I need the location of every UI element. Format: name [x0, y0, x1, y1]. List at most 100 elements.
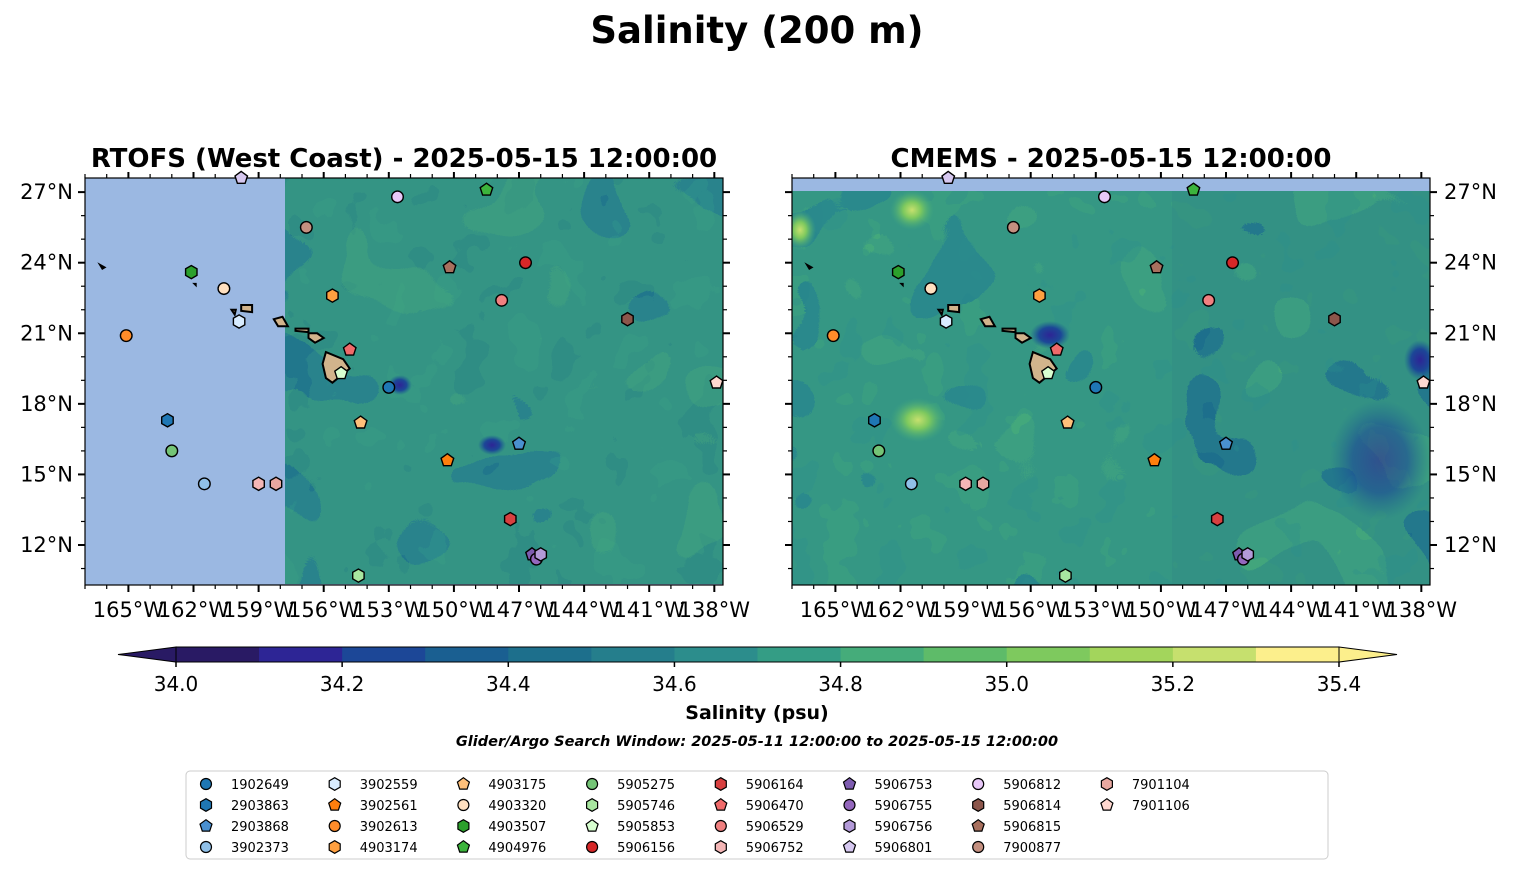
panel-title-cmems: CMEMS - 2025-05-15 12:00:00 [891, 144, 1332, 174]
x-tick-label: 153°W [353, 598, 425, 622]
colorbar: 34.0 34.2 34.4 34.6 34.8 35.0 35.2 35.4 [117, 646, 1398, 696]
legend-marker-4903175 [456, 776, 471, 790]
legend-label: 5905275 [617, 778, 675, 793]
colorbar-segment [508, 647, 592, 662]
colorbar-label: Salinity (psu) [685, 702, 828, 724]
x-tick-label: 138°W [1386, 598, 1458, 622]
float-marker-5905275 [872, 444, 886, 458]
colorbar-tick-label: 34.6 [652, 672, 697, 696]
colorbar-tick-label: 35.0 [984, 672, 1029, 696]
legend-marker-3902561 [327, 797, 342, 811]
colorbar-segment [342, 647, 426, 662]
float-markers-cmems [826, 170, 1431, 584]
legend-marker-7901106 [1100, 797, 1114, 811]
legend-marker-5906164 [714, 777, 727, 791]
legend-marker-5905853 [585, 818, 599, 832]
x-tick-label: 165°W [93, 598, 165, 622]
legend-frame [185, 770, 1329, 860]
legend-marker-5906753 [842, 776, 857, 790]
float-marker-1902649 [1089, 380, 1103, 394]
float-marker-4903320 [924, 282, 938, 296]
float-marker-7901104 [976, 476, 990, 492]
x-tick-label: 162°W [865, 598, 937, 622]
legend-label: 5906812 [1003, 778, 1061, 793]
island-molokai [294, 327, 310, 334]
y-tick-label: 15°N [20, 462, 73, 486]
x-tick-label: 156°W [288, 598, 360, 622]
float-marker-1902649 [382, 380, 396, 394]
panel-rtofs: RTOFS (West Coast) - 2025-05-15 12:00:00… [20, 144, 750, 622]
island-nihoa [899, 282, 904, 288]
colorbar-segment [674, 647, 758, 662]
legend-label: 5906164 [746, 778, 804, 793]
float-marker-5906812 [1097, 190, 1111, 204]
float-marker-3902373 [197, 477, 211, 491]
float-marker-5905853 [1040, 365, 1056, 380]
legend-label: 4903175 [488, 778, 546, 793]
float-marker-5906812 [390, 190, 404, 204]
x-tick-label: 144°W [548, 598, 620, 622]
float-marker-5906529 [495, 293, 509, 307]
float-marker-5906756 [1241, 546, 1255, 562]
y-tick-label: 12°N [20, 533, 73, 557]
float-marker-4903507 [184, 264, 198, 280]
legend-label: 5906529 [746, 820, 804, 835]
legend-label: 5906753 [875, 778, 933, 793]
legend-label: 4903174 [360, 841, 418, 856]
float-marker-3902613 [826, 329, 840, 343]
legend-marker-3902559 [328, 777, 341, 791]
y-tick-label: 27°N [20, 180, 73, 204]
float-marker-4904976 [479, 182, 494, 196]
y-tick-label: 18°N [1444, 392, 1497, 416]
legend-label: 2903863 [231, 799, 289, 814]
float-marker-4903175 [1060, 415, 1075, 429]
island-maui [1014, 332, 1033, 344]
legend-marker-5906812 [972, 777, 985, 791]
legend-label: 1902649 [231, 778, 289, 793]
island-niihau [229, 308, 238, 317]
float-marker-7901106 [709, 375, 724, 389]
island-niihau [936, 308, 945, 317]
float-marker-5906164 [503, 511, 517, 527]
float-marker-2903868 [511, 436, 527, 450]
legend-marker-7900877 [972, 840, 985, 854]
panel-cmems: CMEMS - 2025-05-15 12:00:00 165°W162°W15… [785, 144, 1497, 622]
colorbar-segment [1255, 647, 1340, 662]
colorbar-frame [175, 646, 1340, 663]
legend-label: 4903507 [488, 820, 546, 835]
legend-label: 5906801 [875, 841, 933, 856]
float-marker-5905746 [1058, 568, 1072, 584]
x-tick-label: 156°W [995, 598, 1067, 622]
island-oahu [272, 315, 290, 328]
island-hawaii-big-island [1028, 350, 1059, 384]
float-marker-5905746 [352, 568, 365, 584]
colorbar-tick-label: 34.2 [320, 672, 365, 696]
legend-label: 4903320 [488, 799, 546, 814]
x-tick-label: 159°W [930, 598, 1002, 622]
legend-marker-5906752 [714, 840, 727, 854]
map-area-rtofs [85, 178, 723, 585]
colorbar-tick-label: 34.8 [818, 672, 863, 696]
legend-label: 3902559 [360, 778, 418, 793]
float-marker-5906801 [941, 170, 956, 185]
legend-label: 3902613 [360, 820, 418, 835]
x-tick-label: 144°W [1255, 598, 1327, 622]
colorbar-tick-label: 35.4 [1317, 672, 1362, 696]
y-tick-label: 18°N [20, 392, 73, 416]
colorbar-segment [425, 647, 509, 662]
float-marker-5906814 [621, 311, 634, 327]
map-area-cmems [792, 178, 1430, 585]
x-tick-label: 147°W [483, 598, 555, 622]
float-marker-2903868 [1218, 436, 1234, 450]
legend-label: 7900877 [1003, 841, 1061, 856]
y-tick-label: 24°N [20, 251, 73, 275]
legend-marker-4903507 [457, 819, 470, 833]
search-window-caption: Glider/Argo Search Window: 2025-05-11 12… [456, 734, 1058, 750]
float-marker-5906156 [1226, 256, 1240, 270]
colorbar-extend-min [117, 646, 177, 663]
float-marker-5906801 [234, 170, 249, 185]
legend-marker-5906801 [842, 839, 857, 853]
float-marker-5906814 [1328, 311, 1341, 327]
float-marker-5906470 [342, 342, 357, 356]
legend-label: 5906814 [1003, 799, 1061, 814]
